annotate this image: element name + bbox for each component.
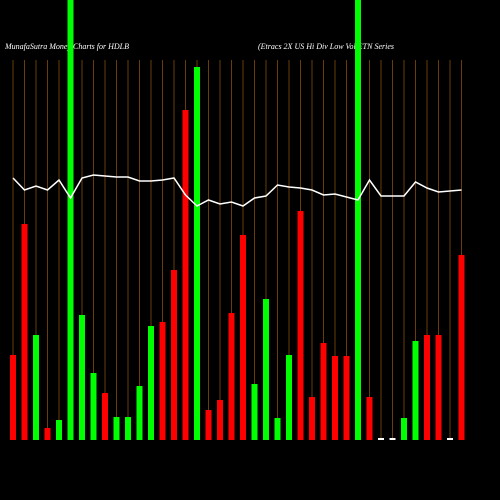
bar: [251, 384, 258, 440]
money-flow-line: [12, 174, 462, 207]
bar: [447, 438, 453, 440]
bar: [378, 438, 384, 440]
bar: [309, 397, 315, 440]
bar: [320, 343, 327, 440]
bar: [458, 255, 465, 440]
bar: [10, 355, 16, 440]
bar: [297, 211, 304, 440]
bar: [286, 355, 292, 440]
bar: [102, 393, 108, 440]
bar: [366, 397, 373, 440]
bar: [21, 224, 28, 440]
bar: [171, 270, 177, 440]
bar: [67, 0, 74, 440]
bar: [33, 335, 39, 440]
bar: [389, 438, 396, 440]
bar: [205, 410, 212, 440]
bar: [90, 373, 97, 440]
bar: [424, 335, 430, 440]
bar: [412, 341, 419, 440]
bar: [274, 418, 281, 440]
bar: [240, 235, 246, 440]
bar: [343, 356, 350, 440]
bar: [435, 335, 442, 440]
bar: [148, 326, 154, 440]
bar: [136, 386, 143, 440]
bar: [113, 417, 120, 440]
bar: [182, 110, 189, 440]
bar: [355, 0, 361, 440]
bar: [56, 420, 62, 440]
bar: [217, 400, 223, 440]
chart-subtitle: (Etracs 2X US Hi Div Low Vol ETN Series: [258, 42, 394, 51]
bar: [263, 299, 269, 440]
bar: [228, 313, 235, 440]
bar: [401, 418, 407, 440]
bar: [332, 356, 338, 440]
bar: [79, 315, 85, 440]
bar: [44, 428, 51, 440]
bar: [125, 417, 131, 440]
bar: [194, 67, 200, 440]
bar: [159, 322, 166, 440]
chart-title: MunafaSutra Money Charts for HDLB: [4, 42, 129, 51]
